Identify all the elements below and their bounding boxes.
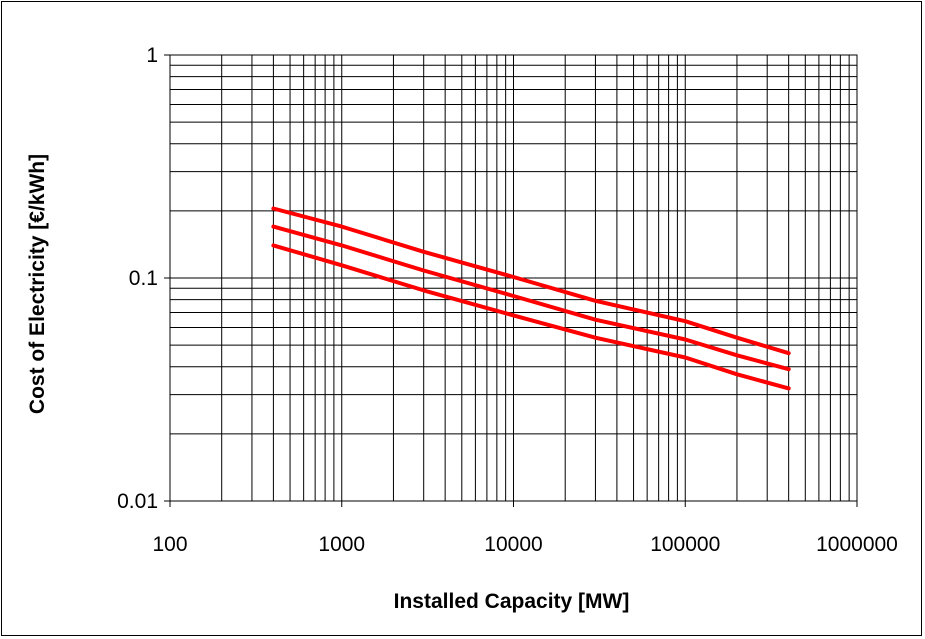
y-tick-label: 0.1 [129, 267, 158, 290]
plot-area-border [169, 54, 858, 502]
x-tick-label: 10000 [484, 533, 542, 556]
series-line-2 [271, 224, 791, 372]
x-tick-label: 100000 [650, 533, 720, 556]
y-tick-label: 0.01 [117, 490, 158, 513]
y-tick-labels: 0.01 0.1 1 [117, 44, 158, 513]
y-tick-label: 1 [146, 44, 158, 67]
y-axis-label: Cost of Electricity [€/kWh] [26, 154, 49, 414]
x-tick-label: 1000 [318, 533, 365, 556]
x-tick-label: 100 [152, 533, 187, 556]
series-layer [271, 206, 791, 391]
series-line-1 [271, 206, 791, 356]
series-line-3 [271, 243, 791, 391]
grid [164, 54, 858, 507]
x-tick-label: 1000000 [816, 533, 898, 556]
x-axis-label: Installed Capacity [MW] [394, 590, 630, 613]
x-tick-labels: 100 1000 10000 100000 1000000 [152, 533, 897, 556]
